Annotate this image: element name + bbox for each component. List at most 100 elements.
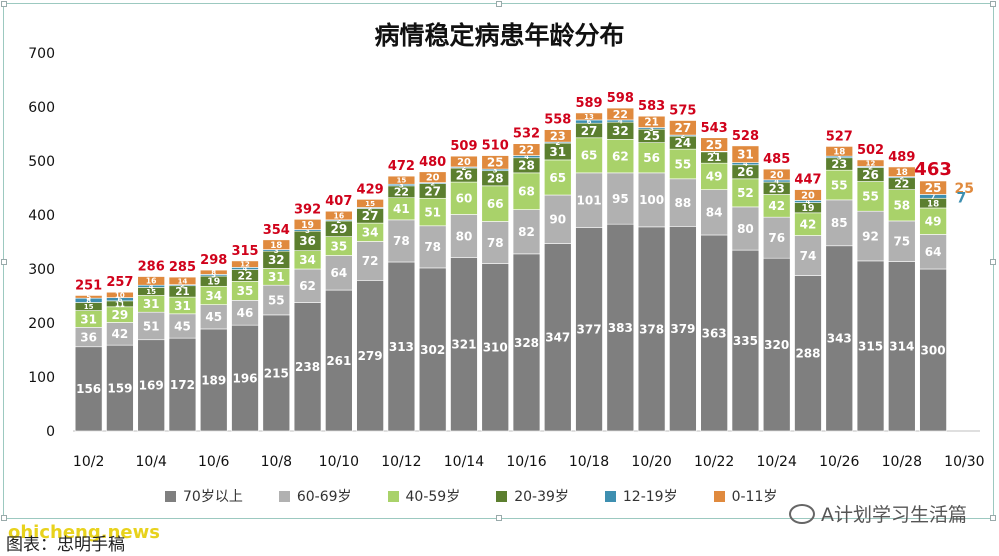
total-label: 543 xyxy=(701,121,728,136)
bar-segment xyxy=(387,219,416,263)
data-label: 2 xyxy=(868,163,873,171)
bar-segment xyxy=(606,172,635,225)
bar-segment xyxy=(794,235,822,276)
watermark: A计划学习生活篇 xyxy=(789,500,967,527)
total-label: 598 xyxy=(607,91,634,106)
data-label: 22 xyxy=(519,144,534,157)
chart-legend: 70岁以上 60-69岁 40-59岁 20-39岁 12-19岁 0-11岁 xyxy=(165,486,813,506)
resize-handle[interactable] xyxy=(1,515,7,521)
data-label: 34 xyxy=(362,226,379,240)
bar-segment xyxy=(418,171,447,183)
data-label: 62 xyxy=(612,149,629,163)
total-label: 429 xyxy=(357,182,384,197)
data-label: 27 xyxy=(362,209,379,223)
data-label: 383 xyxy=(608,321,633,335)
total-label: 489 xyxy=(888,150,915,165)
data-label: 36 xyxy=(80,330,97,344)
data-label: 64 xyxy=(925,245,942,259)
resize-handle[interactable] xyxy=(496,515,502,521)
data-label: 2 xyxy=(430,180,435,188)
data-label: 19 xyxy=(301,220,314,231)
bar-segment xyxy=(575,172,603,228)
bar-segment xyxy=(481,185,509,222)
data-label: 46 xyxy=(237,306,254,320)
bar-segment xyxy=(418,197,447,227)
y-tick-label: 200 xyxy=(28,316,55,332)
resize-handle[interactable] xyxy=(496,1,502,7)
data-label: 28 xyxy=(487,172,504,186)
data-label: 23 xyxy=(550,129,566,143)
data-label: 2 xyxy=(368,205,373,213)
data-label: 15 xyxy=(396,176,406,185)
data-label: 377 xyxy=(577,323,602,337)
data-label: 328 xyxy=(514,336,539,350)
data-label: 2 xyxy=(462,164,467,172)
bar-segment xyxy=(669,226,697,432)
data-label: 22 xyxy=(394,186,409,199)
bar-segment xyxy=(669,178,697,227)
x-tick-label: 10/18 xyxy=(569,454,609,470)
legend-label: 40-59岁 xyxy=(405,489,461,505)
total-label: 558 xyxy=(544,113,571,128)
data-label: 363 xyxy=(702,326,727,340)
bar-segment xyxy=(731,145,760,163)
data-label: 52 xyxy=(737,186,754,200)
data-label: 314 xyxy=(889,340,914,354)
bar-segment xyxy=(919,180,947,195)
legend-item: 70岁以上 xyxy=(165,486,243,506)
data-label: 55 xyxy=(675,157,692,171)
total-label: 528 xyxy=(732,129,759,144)
resize-handle[interactable] xyxy=(1,259,7,265)
data-label: 31 xyxy=(80,312,97,326)
bar-segment xyxy=(481,155,509,170)
bar-segment xyxy=(575,227,603,432)
resize-handle[interactable] xyxy=(990,515,996,521)
data-label: 16 xyxy=(334,211,345,220)
data-label: 60 xyxy=(456,192,473,206)
data-label: 25 xyxy=(487,156,504,170)
resize-handle[interactable] xyxy=(990,259,996,265)
bar-segment xyxy=(606,107,635,121)
data-label: 238 xyxy=(295,360,320,374)
data-label: 78 xyxy=(393,234,410,248)
legend-item: 0-11岁 xyxy=(713,486,778,506)
bar-segment xyxy=(137,276,165,286)
data-label: 7 xyxy=(931,193,936,201)
data-label: 35 xyxy=(237,284,254,298)
data-label: 2 xyxy=(180,282,185,290)
legend-item: 12-19岁 xyxy=(604,486,678,506)
bar-segment xyxy=(325,210,353,221)
data-label: 31 xyxy=(737,148,754,162)
data-label: 58 xyxy=(893,199,910,213)
bar-segment xyxy=(293,219,322,230)
data-label: 21 xyxy=(707,152,721,164)
bar-segment xyxy=(888,261,916,432)
data-label: 49 xyxy=(706,170,723,184)
data-label: 8 xyxy=(86,297,91,305)
bar-segment xyxy=(356,199,384,208)
bar-segment xyxy=(762,257,791,432)
y-tick-label: 700 xyxy=(28,46,55,62)
bar-segment xyxy=(888,189,916,222)
resize-handle[interactable] xyxy=(990,1,996,7)
total-label: 510 xyxy=(482,139,509,154)
bar-segment xyxy=(825,245,854,432)
legend-item: 40-59岁 xyxy=(387,486,461,506)
bar-segment xyxy=(199,304,228,330)
source-note: 图表：忠明手稿 xyxy=(6,535,125,555)
bar-segment xyxy=(106,291,134,298)
legend-item: 20-39岁 xyxy=(496,486,569,506)
legend-label: 0-11岁 xyxy=(731,489,778,505)
resize-handle[interactable] xyxy=(1,1,7,7)
data-label: 85 xyxy=(831,216,848,230)
data-label: 4 xyxy=(524,153,529,161)
data-label: 42 xyxy=(768,199,785,213)
data-label: 74 xyxy=(800,249,817,263)
data-label: 279 xyxy=(358,349,383,363)
data-label: 26 xyxy=(737,165,754,179)
bar-segment xyxy=(262,314,291,432)
bar-segment xyxy=(700,234,728,432)
data-label: 78 xyxy=(424,240,441,254)
data-label: 78 xyxy=(487,236,504,250)
